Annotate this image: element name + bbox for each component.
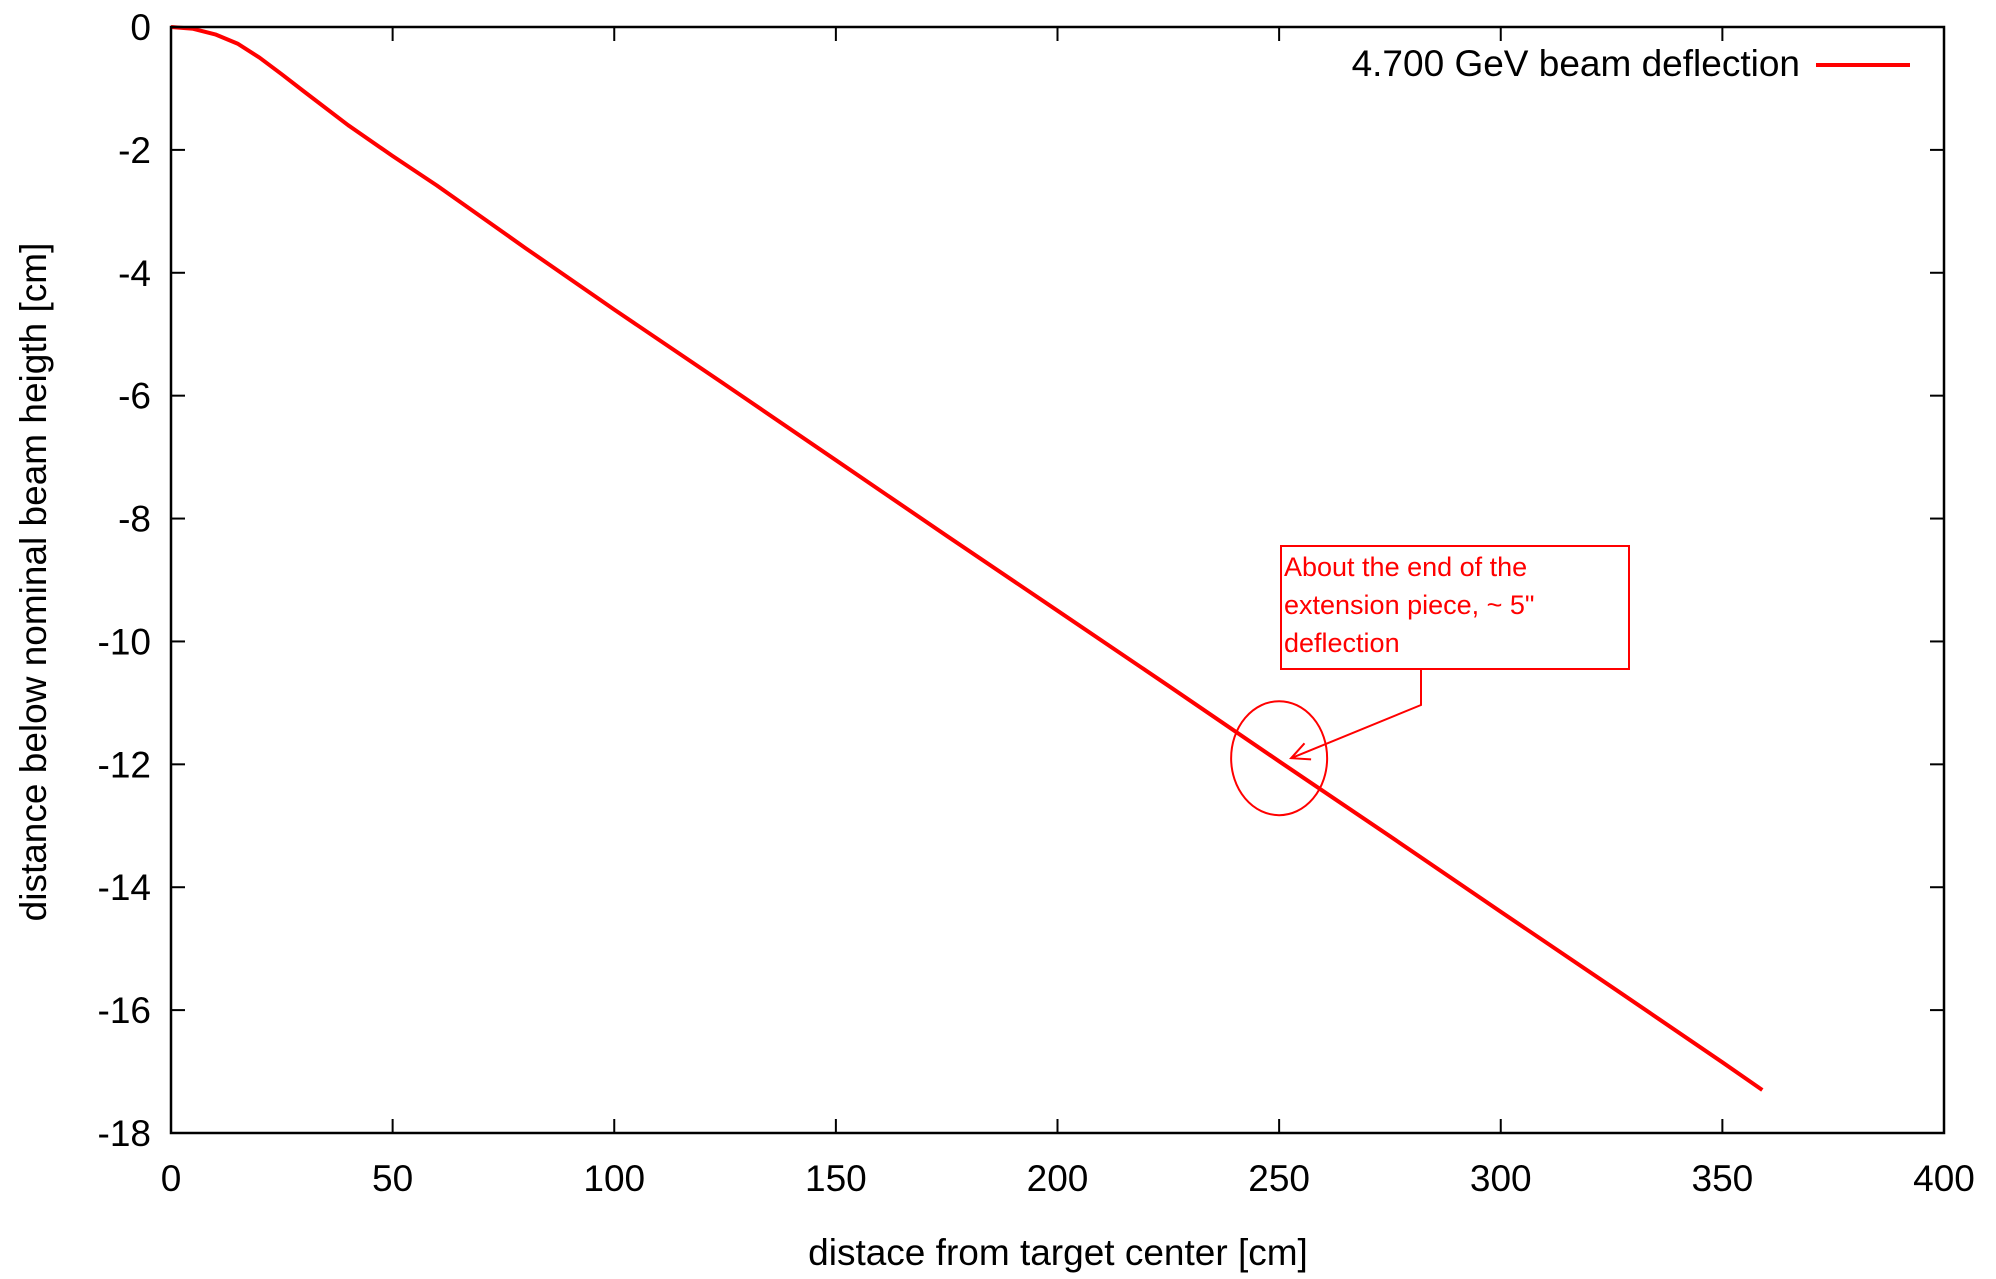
x-tick-label: 100 <box>583 1158 645 1199</box>
annotation-box <box>1280 545 1630 670</box>
annotation-layer: About the end of the extension piece, ~ 5… <box>1230 545 1630 817</box>
x-tick-label: 350 <box>1692 1158 1754 1199</box>
series-line-0 <box>170 25 1764 1092</box>
x-axis-title: distace from target center [cm] <box>808 1232 1308 1273</box>
y-tick-label: -2 <box>118 130 151 171</box>
annotation-arrow-line <box>1290 669 1422 760</box>
x-tick-label: 400 <box>1913 1158 1975 1199</box>
annotation-text-line: deflection <box>1284 628 1400 658</box>
x-tick-label: 250 <box>1248 1158 1310 1199</box>
y-tick-label: -10 <box>98 621 151 662</box>
y-axis-title: distance below nominal beam heigth [cm] <box>13 243 54 922</box>
plot-frame <box>169 25 1946 1135</box>
y-tick-label: 0 <box>130 7 151 48</box>
annotation-circle <box>1230 700 1329 817</box>
annotation-text-line: extension piece, ~ 5" <box>1284 590 1535 620</box>
annotation-text-line: About the end of the <box>1284 552 1527 582</box>
y-tick-label: -4 <box>118 253 151 294</box>
x-tick-label: 150 <box>805 1158 867 1199</box>
y-tick-label: -12 <box>98 744 151 785</box>
x-tick-label: 50 <box>372 1158 413 1199</box>
y-tick-label: -14 <box>98 867 151 908</box>
axes-layer: 0 50 100 150 200 250 300 350 400 0 -2 -4 -6 -8 -10 -12 -… <box>98 7 1975 1199</box>
y-tick-label: -16 <box>98 990 151 1031</box>
annotation-arrowhead <box>1288 742 1312 761</box>
legend-label: 4.700 GeV beam deflection <box>1352 43 1800 84</box>
y-tick-label: -6 <box>118 376 151 417</box>
x-tick-label: 0 <box>161 1158 182 1199</box>
plot-layer <box>170 25 1764 1092</box>
legend: 4.700 GeV beam deflection <box>1352 43 1910 84</box>
x-tick-label: 300 <box>1470 1158 1532 1199</box>
x-tick-label: 200 <box>1027 1158 1089 1199</box>
y-tick-label: -8 <box>118 499 151 540</box>
y-tick-label: -18 <box>98 1113 151 1154</box>
